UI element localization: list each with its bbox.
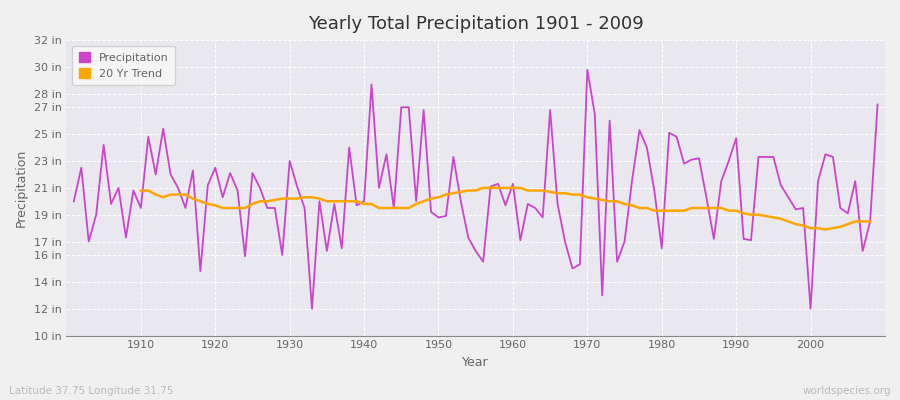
Precipitation [872, 102, 883, 107]
20 Yr Trend [508, 186, 518, 190]
20 Yr Trend [135, 188, 146, 193]
Precipitation [582, 67, 593, 72]
Precipitation [128, 188, 139, 193]
Precipitation [508, 182, 518, 186]
Precipitation [307, 306, 318, 311]
Precipitation [292, 184, 302, 189]
Legend: Precipitation, 20 Yr Trend: Precipitation, 20 Yr Trend [72, 46, 176, 86]
X-axis label: Year: Year [463, 356, 489, 369]
20 Yr Trend [820, 227, 831, 232]
Line: Precipitation: Precipitation [74, 70, 878, 309]
Y-axis label: Precipitation: Precipitation [15, 149, 28, 227]
Precipitation [515, 238, 526, 243]
Text: worldspecies.org: worldspecies.org [803, 386, 891, 396]
Precipitation [344, 145, 355, 150]
20 Yr Trend [328, 199, 339, 204]
Line: 20 Yr Trend: 20 Yr Trend [140, 188, 870, 230]
20 Yr Trend [530, 188, 541, 193]
20 Yr Trend [359, 202, 370, 206]
20 Yr Trend [716, 206, 726, 210]
Title: Yearly Total Precipitation 1901 - 2009: Yearly Total Precipitation 1901 - 2009 [308, 15, 644, 33]
20 Yr Trend [865, 219, 876, 224]
20 Yr Trend [307, 195, 318, 200]
Precipitation [612, 259, 623, 264]
Precipitation [68, 199, 79, 204]
Text: Latitude 37.75 Longitude 31.75: Latitude 37.75 Longitude 31.75 [9, 386, 174, 396]
20 Yr Trend [478, 186, 489, 190]
